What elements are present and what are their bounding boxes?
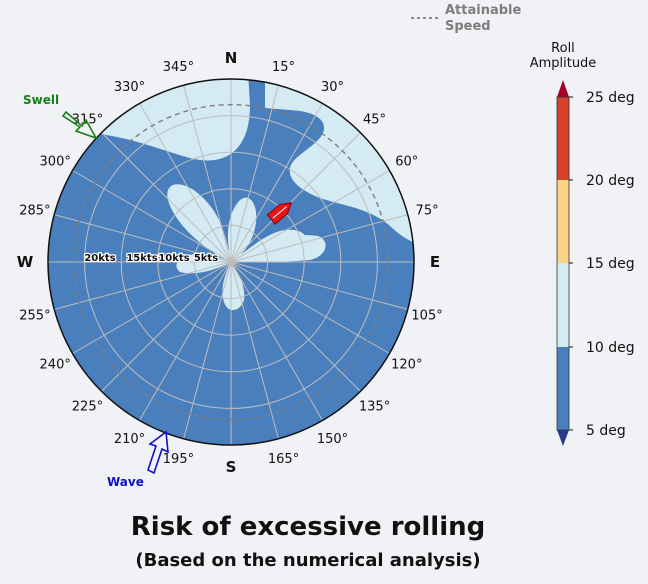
cardinal-south: S (226, 458, 237, 476)
angle-label: 30° (321, 80, 344, 95)
angle-label: 210° (114, 432, 145, 447)
angle-spoke (139, 103, 232, 263)
speed-labels: 20kts 15kts 10kts 5kts (83, 252, 219, 266)
angle-label: 240° (40, 358, 71, 373)
angle-spoke (230, 85, 279, 263)
colorbar-over-triangle (557, 80, 569, 97)
colorbar-tick-15: 15 deg (586, 256, 635, 272)
angle-spoke (230, 261, 408, 310)
angle-spoke (230, 170, 390, 263)
colorbar-ticks: 5 deg 10 deg 15 deg 20 deg 25 deg (569, 90, 635, 439)
angle-label: 195° (163, 452, 194, 467)
legend-attainable-speed: Attainable Speed (445, 3, 522, 34)
angle-labels: 15° 30° 45° 60° 75° 105° 120° 135° 150° 165° 195° 2… (19, 60, 442, 467)
wave-label: Wave (107, 475, 144, 489)
angle-label: 15° (272, 60, 295, 75)
wave-arrow-icon (147, 430, 169, 475)
colorbar: Roll Amplitude 5 deg 10 deg 15 deg 20 deg… (530, 41, 635, 446)
colorbar-tick-20: 20 deg (586, 173, 635, 189)
angle-spoke (54, 261, 232, 310)
angle-label: 150° (317, 432, 348, 447)
angle-spoke (183, 261, 232, 439)
speed-label-5: 5kts (194, 253, 218, 264)
angle-spoke (101, 132, 232, 263)
legend: Attainable Speed (411, 3, 522, 34)
colorbar-band-5-10 (557, 347, 569, 430)
cardinal-labels: N E S W (17, 49, 440, 476)
angle-spoke (230, 261, 361, 392)
angle-label: 135° (359, 400, 390, 415)
angle-label: 300° (40, 155, 71, 170)
colorbar-tick-10: 10 deg (586, 340, 635, 356)
swell-label: Swell (23, 93, 59, 107)
angle-spoke (230, 261, 390, 354)
speed-label-15: 15kts (126, 253, 157, 264)
angle-spoke (230, 261, 323, 421)
angle-label: 225° (72, 400, 103, 415)
angle-spoke (101, 261, 232, 392)
angle-label: 75° (416, 203, 439, 218)
speed-label-10: 10kts (158, 253, 189, 264)
colorbar-tick-25: 25 deg (586, 90, 635, 106)
angle-label: 285° (19, 203, 50, 218)
angle-spoke (72, 261, 232, 354)
ship-icon (266, 202, 293, 225)
colorbar-under-triangle (557, 430, 569, 446)
angle-spoke (230, 103, 323, 263)
polar-grid (48, 79, 414, 445)
angle-label: 165° (268, 452, 299, 467)
angle-spoke (72, 170, 232, 263)
cardinal-west: W (17, 253, 34, 271)
polar-outline (47, 78, 415, 446)
speed-label-20: 20kts (84, 253, 115, 264)
cardinal-north: N (225, 49, 238, 67)
angle-label: 120° (391, 358, 422, 373)
angle-label: 255° (19, 309, 50, 324)
cardinal-east: E (430, 253, 440, 271)
angle-label: 60° (395, 155, 418, 170)
colorbar-band-15-20 (557, 180, 569, 263)
colorbar-band-20-25 (557, 97, 569, 180)
angle-label: 330° (114, 80, 145, 95)
colorbar-title: Roll Amplitude (530, 41, 597, 71)
angle-spoke (230, 132, 361, 263)
chart-title: Risk of excessive rolling (130, 512, 486, 542)
swell-arrow-icon (61, 110, 98, 140)
angle-label: 345° (163, 60, 194, 75)
colorbar-tick-5: 5 deg (586, 423, 626, 439)
angle-spoke (183, 85, 232, 263)
angle-spoke (54, 214, 232, 263)
chart-subtitle: (Based on the numerical analysis) (135, 550, 481, 571)
angle-label: 45° (363, 112, 386, 127)
attainable-speed-circle (72, 103, 390, 421)
angle-spoke (230, 214, 408, 263)
colorbar-band-10-15 (557, 263, 569, 347)
angle-spoke (230, 261, 279, 439)
angle-spoke (139, 261, 232, 421)
angle-label: 105° (411, 309, 442, 324)
